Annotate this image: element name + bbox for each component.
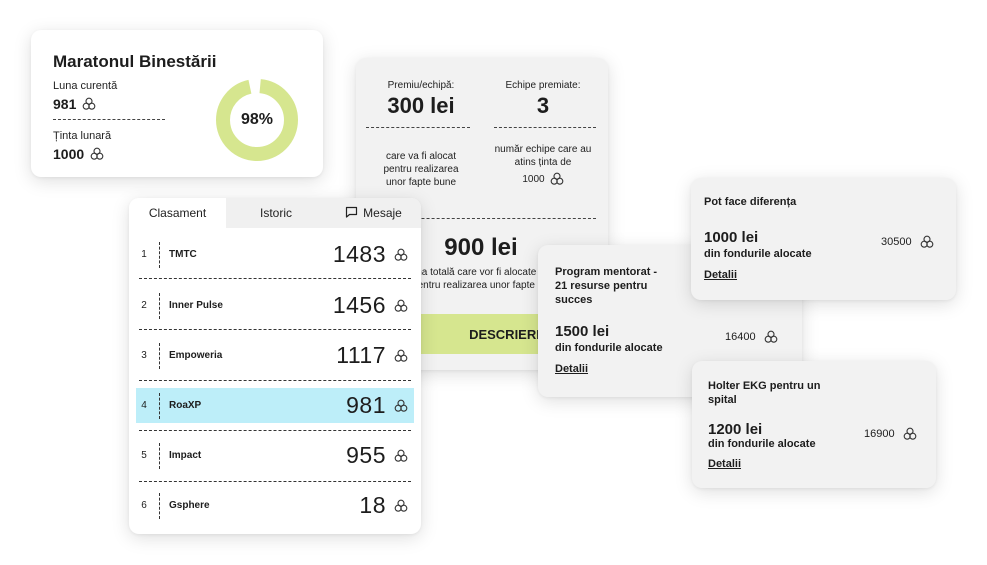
leaderboard-row[interactable]: 3 Empoweria 1117 [136,338,414,373]
current-month-label: Luna curentă [53,80,118,92]
row-rank: 5 [141,450,147,461]
teams-description: număr echipe care au atins ținta de 1000 [494,144,592,186]
points-icon [550,172,564,186]
leaderboard-row-highlighted[interactable]: 4 RoaXP 981 [136,388,414,423]
points-icon [394,449,408,463]
row-rank: 2 [141,300,147,311]
resource-card-diferenta: Pot face diferența 1000 lei din fonduril… [691,178,956,300]
per-team-description: care va fi alocat pentru realizarea unor… [383,151,459,188]
per-team-label: Premiu/echipă: [387,80,455,91]
row-team-name: TMTC [169,249,197,260]
resource-amount: 1500 lei [555,323,610,340]
row-score: 1117 [336,342,386,368]
leaderboard-row[interactable]: 1 TMTC 1483 [136,237,414,272]
points-icon [764,330,778,344]
points-icon [903,427,917,441]
row-rank: 1 [141,249,147,260]
points-icon [82,97,96,111]
row-rank: 3 [141,350,147,361]
monthly-target-value: 1000 [53,146,104,162]
resource-title: Pot face diferența [704,196,797,208]
row-rank: 6 [141,500,147,511]
divider [494,127,596,128]
resource-points: 16900 [864,427,917,441]
divider [139,329,411,330]
row-team-name: Impact [169,450,202,461]
teams-label: Echipe premiate: [505,80,581,91]
awarded-teams: Echipe premiate: 3 [488,80,598,119]
points-icon [394,399,408,413]
progress-percent: 98% [240,111,274,128]
resource-card-holter: Holter EKG pentru un spital 1200 lei din… [692,361,936,488]
total-description: Suma totală care vor fi alocate la final… [401,267,571,291]
points-icon [394,248,408,262]
progress-donut: 98% [214,77,300,163]
message-icon [345,206,358,221]
details-link[interactable]: Detalii [555,363,589,375]
total-value: 900 lei [444,234,518,261]
row-score: 981 [346,392,386,418]
resource-subtitle: din fondurile alocate [704,248,812,260]
row-score: 18 [359,492,386,518]
divider [139,278,411,279]
per-team-value: 300 lei [387,93,455,118]
tab-istoric[interactable]: Istoric [226,198,326,228]
leaderboard-row[interactable]: 2 Inner Pulse 1456 [136,288,414,323]
points-icon [920,235,934,249]
details-link[interactable]: Detalii [704,269,738,281]
points-icon [394,499,408,513]
points-icon [394,299,408,313]
row-score: 1483 [332,241,386,267]
marathon-title: Maratonul Binestării [53,52,217,71]
row-team-name: Gsphere [169,500,210,511]
row-score: 955 [346,442,386,468]
divider [366,127,470,128]
row-rank: 4 [141,400,147,411]
leaderboard-panel: Clasament Istoric Mesaje 1 TMTC 1483 2 I… [129,198,421,534]
divider [366,218,596,219]
divider [139,380,411,381]
monthly-target-number: 1000 [53,146,85,162]
teams-target: 1000 [522,173,545,185]
row-score: 1456 [332,292,386,318]
row-team-name: Empoweria [169,350,223,361]
resource-amount: 1000 lei [704,229,759,246]
row-team-name: Inner Pulse [169,300,223,311]
leaderboard-row[interactable]: 5 Impact 955 [136,438,414,473]
resource-subtitle: din fondurile alocate [708,438,816,450]
divider [53,119,165,120]
monthly-target-label: Ținta lunară [53,130,112,142]
teams-value: 3 [536,93,550,118]
tab-mesaje[interactable]: Mesaje [326,198,421,228]
marathon-card: Maratonul Binestării Luna curentă 981 Ți… [31,30,323,177]
total-prize: 900 lei [376,234,586,262]
divider [139,430,411,431]
divider [139,481,411,482]
resource-title: Program mentorat - 21 resurse pentru suc… [555,266,658,306]
current-month-value: 981 [53,96,96,112]
resource-points: 16400 [725,330,778,344]
tab-bar: Clasament Istoric Mesaje [129,198,421,228]
resource-title: Holter EKG pentru un spital [708,380,821,406]
row-team-name: RoaXP [169,400,202,411]
leaderboard-row[interactable]: 6 Gsphere 18 [136,488,414,523]
resource-amount: 1200 lei [708,421,763,438]
resource-subtitle: din fondurile alocate [555,342,663,354]
tab-clasament[interactable]: Clasament [129,198,226,228]
points-icon [394,349,408,363]
points-icon [90,147,104,161]
details-link[interactable]: Detalii [708,458,742,470]
current-month-number: 981 [53,96,77,112]
resource-points: 30500 [881,235,934,249]
per-team-prize: Premiu/echipă: 300 lei [366,80,476,119]
